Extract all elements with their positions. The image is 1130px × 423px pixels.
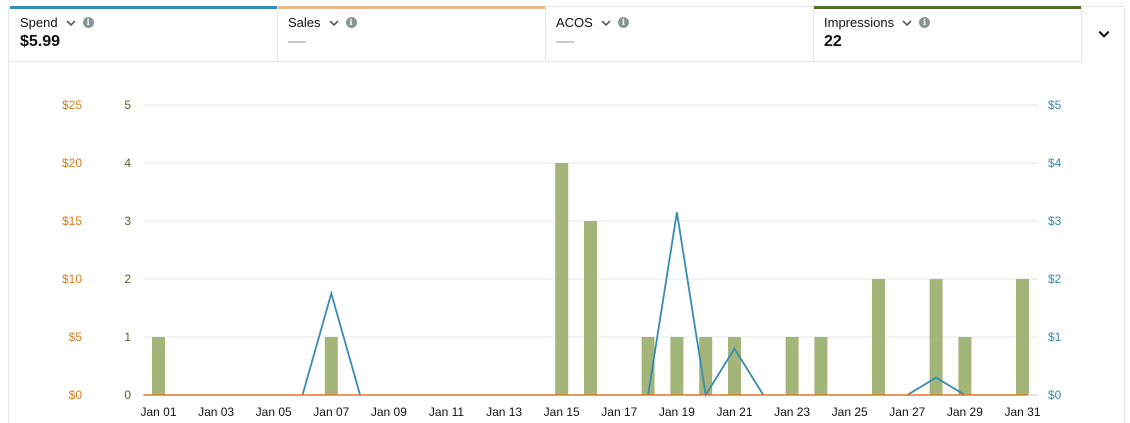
y-tick-label-impressions: 2 [124, 272, 131, 286]
y-tick-label-spend: $3 [1048, 214, 1062, 228]
info-icon[interactable]: i [919, 17, 931, 28]
bar-impressions [814, 337, 828, 395]
bar-impressions [324, 337, 338, 395]
metric-accent-bar [814, 6, 1081, 9]
y-tick-label-spend: $1 [1048, 330, 1062, 344]
y-tick-label-spend: $4 [1048, 156, 1062, 170]
x-tick-label: Jan 19 [659, 405, 695, 419]
x-tick-label: Jan 31 [1004, 405, 1040, 419]
metric-tiles: Spend i $5.99 Sales i ACOS i Impressions… [10, 6, 1084, 62]
x-tick-label: Jan 21 [716, 405, 752, 419]
bar-impressions [728, 337, 741, 395]
chevron-down-icon[interactable] [600, 17, 612, 29]
line-spend [301, 290, 361, 396]
y-tick-label-impressions: 5 [124, 98, 131, 112]
metric-tile-acos[interactable]: ACOS i [546, 6, 814, 62]
info-icon[interactable]: i [82, 17, 94, 28]
info-icon[interactable]: i [617, 17, 629, 28]
bar-impressions [641, 337, 655, 395]
x-tick-label: Jan 03 [198, 405, 234, 419]
y-tick-label-spend: $0 [1048, 388, 1062, 402]
y-tick-label-sales: $20 [62, 156, 82, 170]
metric-tile-sales[interactable]: Sales i [278, 6, 546, 62]
x-tick-label: Jan 11 [429, 405, 464, 419]
metric-label: Impressions [824, 15, 895, 30]
empty-value-dash [288, 41, 306, 43]
bar-impressions [785, 337, 799, 395]
metric-tile-impressions[interactable]: Impressions i 22 [814, 6, 1082, 62]
bar-impressions [958, 337, 972, 395]
y-tick-label-impressions: 0 [124, 388, 131, 402]
y-tick-label-spend: $5 [1048, 98, 1062, 112]
chevron-down-icon[interactable] [328, 17, 340, 29]
empty-value-dash [556, 41, 574, 43]
chevron-down-icon [1098, 30, 1110, 38]
bar-impressions [929, 279, 943, 395]
metric-label: ACOS [556, 15, 593, 30]
line-spend [906, 376, 966, 396]
bar-impressions [1016, 279, 1029, 395]
metric-accent-bar [10, 6, 277, 9]
x-tick-label: Jan 23 [774, 405, 810, 419]
x-tick-label: Jan 27 [889, 405, 925, 419]
x-tick-label: Jan 05 [256, 405, 292, 419]
metric-tile-spend[interactable]: Spend i $5.99 [10, 6, 278, 62]
metric-value: $5.99 [20, 33, 61, 50]
x-tick-label: Jan 17 [601, 405, 637, 419]
x-tick-label: Jan 15 [544, 405, 580, 419]
y-tick-label-impressions: 1 [124, 330, 131, 344]
x-tick-label: Jan 13 [486, 405, 522, 419]
y-tick-label-sales: $5 [69, 330, 83, 344]
metric-accent-bar [278, 6, 545, 9]
x-tick-label: Jan 29 [947, 405, 983, 419]
x-tick-label: Jan 07 [313, 405, 349, 419]
y-tick-label-sales: $0 [69, 388, 83, 402]
bar-impressions [152, 337, 165, 395]
info-icon[interactable]: i [345, 17, 357, 28]
bar-impressions [555, 163, 569, 395]
y-tick-label-sales: $15 [62, 214, 82, 228]
metric-value: 22 [824, 33, 842, 50]
bar-impressions [699, 337, 713, 395]
y-tick-label-sales: $10 [62, 272, 82, 286]
y-tick-label-sales: $25 [62, 98, 82, 112]
bar-impressions [670, 337, 684, 395]
y-tick-label-impressions: 4 [124, 156, 131, 170]
x-tick-label: Jan 09 [371, 405, 407, 419]
x-tick-label: Jan 01 [140, 405, 176, 419]
metric-label: Spend [20, 15, 58, 30]
x-tick-label: Jan 25 [832, 405, 868, 419]
bar-impressions [872, 279, 885, 395]
metric-label: Sales [288, 15, 321, 30]
chevron-down-icon[interactable] [901, 17, 913, 29]
expand-metrics-button[interactable] [1084, 6, 1124, 62]
y-tick-label-impressions: 3 [124, 214, 131, 228]
bar-impressions [584, 221, 597, 395]
y-tick-label-spend: $2 [1048, 272, 1062, 286]
chevron-down-icon[interactable] [65, 17, 77, 29]
